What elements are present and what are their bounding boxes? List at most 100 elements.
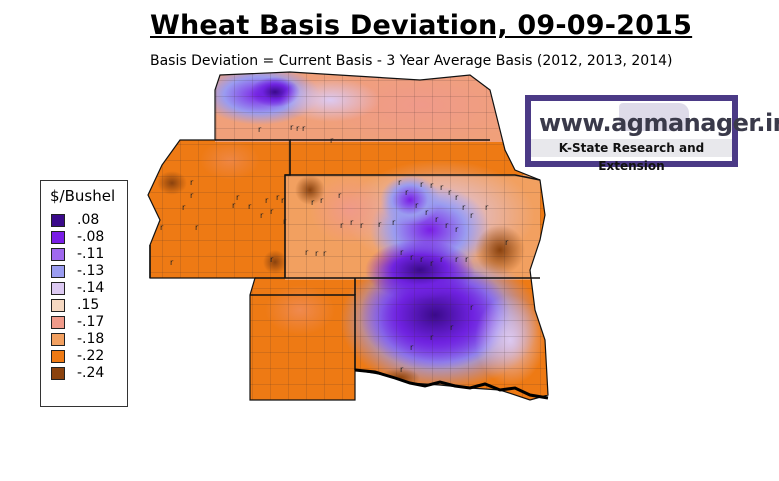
map-title: Wheat Basis Deviation, 09-09-2015 — [150, 10, 693, 41]
legend-label: -.17 — [77, 314, 105, 330]
elevator-marker: r — [450, 323, 454, 332]
elevator-marker: r — [320, 196, 324, 205]
elevator-marker: r — [470, 211, 474, 220]
elevator-marker: r — [190, 178, 194, 187]
logo-org-text: K-State Research and Extension — [531, 139, 732, 173]
red-river-boundary — [354, 368, 549, 400]
elevator-marker: r — [330, 136, 334, 145]
logo-url-text: www.agmanager.info — [539, 109, 779, 137]
elevator-marker: r — [405, 188, 409, 197]
legend-label: -.11 — [77, 246, 105, 262]
elevator-marker: r — [425, 208, 429, 217]
elevator-marker: r — [190, 191, 194, 200]
elevator-marker: r — [305, 248, 309, 257]
legend-swatch — [51, 248, 65, 261]
elevator-marker: r — [392, 218, 396, 227]
elevator-marker: r — [430, 333, 434, 342]
logo-panel: www.agmanager.info K-State Research and … — [531, 101, 779, 173]
elevator-marker: r — [236, 193, 240, 202]
legend-item: -.24 — [51, 365, 125, 381]
legend-item: -.18 — [51, 331, 125, 347]
elevator-marker: r — [290, 123, 294, 132]
elevator-marker: r — [440, 183, 444, 192]
elevator-marker: r — [281, 196, 285, 205]
elevator-marker: r — [440, 255, 444, 264]
legend: $/Bushel .08 -.08 -.11 -.13 -.14 .15 -.1… — [40, 180, 128, 407]
legend-item: -.11 — [51, 246, 125, 262]
elevator-marker: r — [283, 217, 287, 226]
legend-item: .15 — [51, 297, 125, 313]
legend-item: -.08 — [51, 229, 125, 245]
elevator-marker: r — [415, 201, 419, 210]
legend-swatch — [51, 350, 65, 363]
legend-label: -.18 — [77, 331, 105, 347]
elevator-marker: r — [455, 255, 459, 264]
elevator-marker: r — [260, 211, 264, 220]
elevator-marker: r — [160, 223, 164, 232]
legend-swatch — [51, 299, 65, 312]
elevator-marker: r — [232, 201, 236, 210]
legend-swatch — [51, 265, 65, 278]
elevator-marker: r — [445, 221, 449, 230]
elevator-marker: r — [420, 255, 424, 264]
elevator-marker: r — [378, 220, 382, 229]
elevator-marker: r — [430, 259, 434, 268]
elevator-marker: r — [435, 215, 439, 224]
legend-swatch — [51, 214, 65, 227]
legend-label: .15 — [77, 297, 100, 313]
elevator-marker: r — [276, 193, 280, 202]
legend-label: -.08 — [77, 229, 105, 245]
legend-swatch — [51, 333, 65, 346]
legend-label: .08 — [77, 212, 100, 228]
elevator-marker: r — [315, 249, 319, 258]
elevator-marker: r — [248, 202, 252, 211]
agmanager-logo[interactable]: www.agmanager.info K-State Research and … — [525, 95, 779, 173]
legend-swatch — [51, 282, 65, 295]
elevator-marker: r — [265, 196, 269, 205]
elevator-marker: r — [258, 125, 262, 134]
elevator-marker: r — [462, 203, 466, 212]
elevator-marker: r — [270, 207, 274, 216]
elevator-marker: r — [410, 253, 414, 262]
elevator-marker: r — [465, 255, 469, 264]
legend-label: -.24 — [77, 365, 105, 381]
elevator-marker: r — [340, 221, 344, 230]
elevator-marker: r — [400, 365, 404, 374]
legend-swatch — [51, 316, 65, 329]
elevator-marker: r — [398, 178, 402, 187]
elevator-marker: r — [448, 188, 452, 197]
legend-item: -.17 — [51, 314, 125, 330]
elevator-marker: r — [470, 303, 474, 312]
legend-item: -.14 — [51, 280, 125, 296]
legend-item: -.22 — [51, 348, 125, 364]
elevator-marker: r — [323, 249, 327, 258]
legend-label: -.14 — [77, 280, 105, 296]
elevator-marker: r — [350, 218, 354, 227]
elevator-marker: r — [182, 203, 186, 212]
elevator-marker: r — [311, 198, 315, 207]
legend-title: $/Bushel — [50, 187, 116, 205]
state-boundaries — [147, 71, 549, 401]
elevator-marker: r — [430, 181, 434, 190]
elevator-marker: r — [505, 238, 509, 247]
elevator-marker: r — [455, 225, 459, 234]
elevator-marker: r — [400, 248, 404, 257]
legend-label: -.22 — [77, 348, 105, 364]
elevator-marker: r — [302, 124, 306, 133]
elevator-marker: r — [195, 223, 199, 232]
elevator-marker: r — [170, 258, 174, 267]
elevator-marker: r — [296, 124, 300, 133]
elevator-marker: r — [360, 221, 364, 230]
legend-label: -.13 — [77, 263, 105, 279]
legend-swatch — [51, 367, 65, 380]
elevator-marker: r — [420, 180, 424, 189]
elevator-marker: r — [485, 203, 489, 212]
elevator-marker: r — [270, 255, 274, 264]
elevator-marker: r — [338, 191, 342, 200]
elevator-marker: r — [410, 343, 414, 352]
elevator-marker: r — [455, 193, 459, 202]
kansas-silhouette-icon — [619, 103, 689, 131]
legend-item: -.13 — [51, 263, 125, 279]
